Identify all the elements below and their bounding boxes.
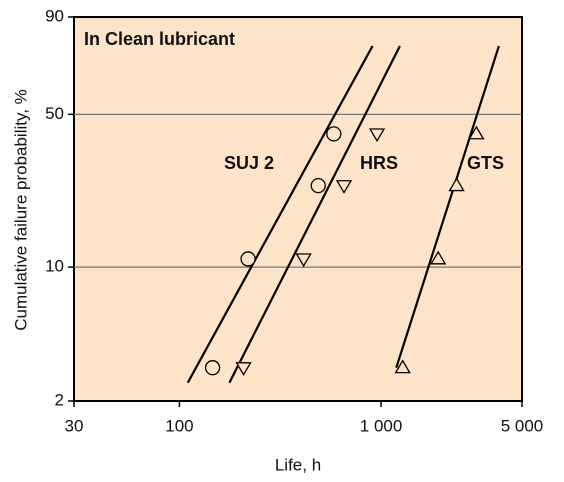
y-tick-label: 50 <box>45 104 64 123</box>
chart-title: In Clean lubricant <box>84 29 235 49</box>
y-tick-label: 90 <box>45 6 64 25</box>
y-tick-label: 2 <box>55 390 64 409</box>
series-label: HRS <box>360 153 398 173</box>
plot-area <box>73 16 523 402</box>
data-point <box>368 128 386 143</box>
data-point <box>335 180 353 194</box>
data-point <box>468 125 485 140</box>
data-point <box>235 362 252 376</box>
fit-line <box>228 45 401 384</box>
x-tick-label: 1 000 <box>360 416 403 435</box>
x-tick-label: 30 <box>65 416 84 435</box>
x-tick-label: 100 <box>165 416 193 435</box>
data-point <box>295 253 312 268</box>
fit-line <box>186 45 374 384</box>
series-label: GTS <box>467 153 504 173</box>
data-point <box>204 360 221 376</box>
y-tick-label: 10 <box>45 257 64 276</box>
data-point <box>448 177 465 192</box>
x-tick-label: 5 000 <box>501 416 544 435</box>
data-point <box>430 250 447 265</box>
data-point <box>310 177 326 194</box>
data-point <box>240 251 256 267</box>
fit-line <box>395 45 500 369</box>
y-axis-label: Cumulative failure probability, % <box>11 89 30 331</box>
series-label: SUJ 2 <box>224 153 274 173</box>
data-point <box>394 359 411 374</box>
x-axis-label: Life, h <box>275 455 321 474</box>
data-point <box>326 126 342 142</box>
